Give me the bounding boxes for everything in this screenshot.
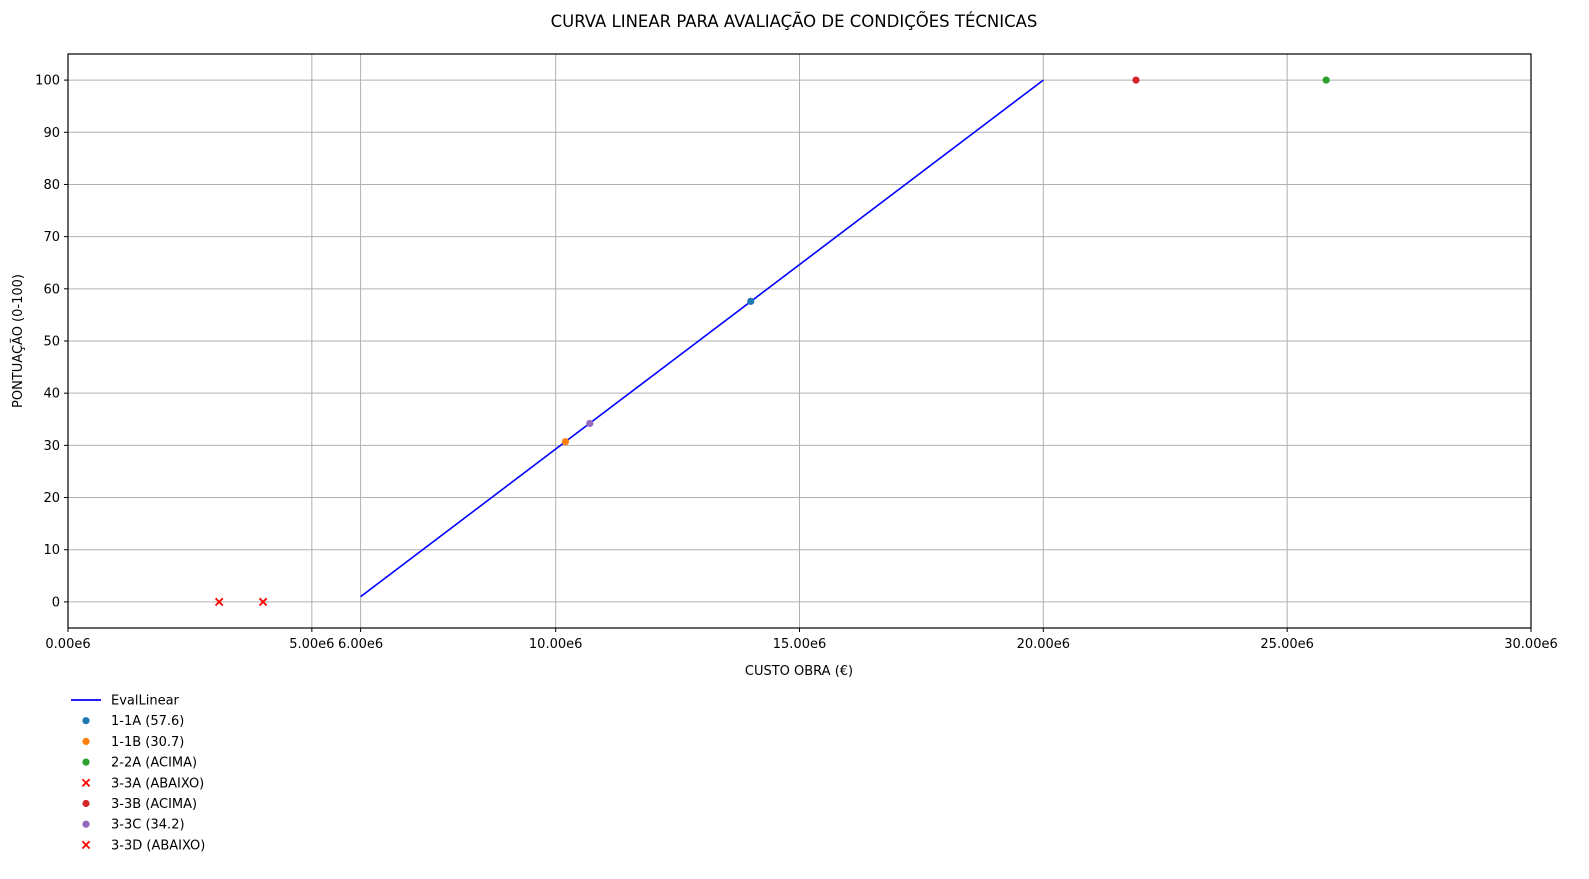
y-tick-label: 70	[43, 230, 60, 245]
x-tick-label: 0.00e6	[45, 637, 90, 652]
legend-item: EvalLinear	[71, 694, 180, 709]
chart-title: CURVA LINEAR PARA AVALIAÇÃO DE CONDIÇÕES…	[551, 12, 1038, 31]
x-tick-label: 30.00e6	[1504, 637, 1558, 652]
plot-area	[214, 76, 1330, 607]
x-axis: 0.00e6 5.00e6 6.00e6 10.00e6 15.00e6 20.00e6 2…	[45, 628, 1558, 652]
legend-item: 3-3C (34.2)	[82, 818, 185, 833]
data-point-3	[1322, 76, 1330, 84]
legend-label: 1-1A (57.6)	[111, 714, 184, 729]
y-tick-label: 0	[52, 595, 60, 610]
x-tick-label: 25.00e6	[1260, 637, 1314, 652]
data-point-5	[1132, 76, 1140, 84]
legend-label: EvalLinear	[111, 694, 180, 709]
y-tick-label: 30	[43, 439, 60, 454]
x-tick-label: 5.00e6	[289, 637, 334, 652]
y-tick-label: 80	[43, 178, 60, 193]
legend-swatch-marker	[82, 717, 90, 725]
y-axis: 0 10 20 30 40 50 60 70 80 90 100	[35, 74, 68, 610]
legend-item: 3-3A (ABAIXO)	[81, 776, 204, 791]
legend-swatch-marker	[82, 737, 90, 746]
legend: EvalLinear 1-1A (57.6) 1-1B (30.7) 2-2A (AC…	[71, 694, 205, 853]
legend-swatch-marker	[81, 840, 91, 850]
x-tick-label: 15.00e6	[773, 637, 827, 652]
grid	[67, 54, 1532, 628]
x-tick-label: 10.00e6	[529, 637, 583, 652]
x-tick-label: 20.00e6	[1017, 637, 1071, 652]
legend-label: 3-3B (ACIMA)	[111, 797, 197, 812]
legend-label: 1-1B (30.7)	[111, 735, 184, 750]
legend-label: 3-3C (34.2)	[111, 818, 185, 833]
data-point-1	[747, 297, 755, 305]
legend-label: 2-2A (ACIMA)	[111, 756, 197, 771]
data-point-6	[586, 419, 594, 428]
legend-swatch-marker	[82, 799, 90, 808]
data-point-2	[561, 438, 570, 446]
legend-swatch-marker	[82, 758, 90, 766]
y-axis-label: PONTUAÇÃO (0-100)	[10, 274, 26, 408]
x-axis-label: CUSTO OBRA (€)	[745, 664, 853, 679]
legend-swatch-marker	[82, 820, 90, 828]
legend-item: 3-3D (ABAIXO)	[81, 838, 205, 853]
legend-item: 1-1A (57.6)	[82, 714, 184, 729]
y-tick-label: 50	[43, 335, 60, 350]
y-tick-label: 20	[43, 491, 60, 506]
legend-item: 1-1B (30.7)	[82, 735, 184, 750]
data-point-7	[258, 597, 268, 607]
y-tick-label: 10	[43, 543, 60, 558]
legend-label: 3-3A (ABAIXO)	[111, 776, 204, 791]
y-tick-label: 90	[43, 126, 60, 141]
y-tick-label: 40	[43, 387, 60, 402]
data-point-4	[214, 597, 224, 607]
y-tick-label: 60	[43, 282, 60, 297]
y-tick-label: 100	[35, 74, 60, 89]
legend-label: 3-3D (ABAIXO)	[111, 838, 205, 853]
series-line-evallinear	[360, 79, 1044, 598]
legend-item: 3-3B (ACIMA)	[82, 797, 197, 812]
legend-swatch-marker	[81, 778, 91, 788]
legend-item: 2-2A (ACIMA)	[82, 756, 197, 771]
x-tick-label: 6.00e6	[338, 637, 383, 652]
